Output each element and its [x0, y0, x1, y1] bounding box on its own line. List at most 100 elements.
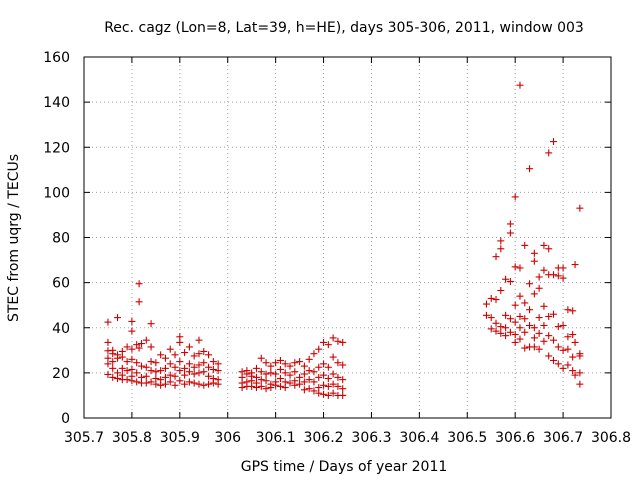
data-point [267, 369, 275, 377]
data-point [559, 321, 567, 329]
data-point [257, 368, 265, 376]
data-point [181, 380, 189, 388]
data-point [238, 384, 246, 392]
x-axis-tick-labels: 305.7 305.8 305.9 306 306.1 306.2 306.3 306.4 30… [64, 430, 631, 446]
data-point [334, 359, 342, 367]
data-point [506, 220, 514, 228]
y-tick-label: 80 [52, 231, 70, 247]
data-point [135, 280, 143, 288]
x-tick-label: 306.8 [591, 430, 631, 446]
data-point [487, 325, 495, 333]
data-point [276, 382, 284, 390]
data-point [516, 324, 524, 332]
x-tick-label: 306.3 [351, 430, 391, 446]
data-point [118, 364, 126, 372]
data-point [128, 377, 136, 385]
data-point [267, 362, 275, 370]
data-point [185, 368, 193, 376]
data-point [135, 298, 143, 306]
data-point [506, 277, 514, 285]
data-point [329, 334, 337, 342]
x-tick-label: 306.1 [256, 430, 296, 446]
data-point [123, 358, 131, 366]
data-point [511, 193, 519, 201]
data-point [171, 363, 179, 371]
data-point [576, 380, 584, 388]
data-point [497, 287, 505, 295]
x-tick-label: 306.4 [399, 430, 439, 446]
data-point [554, 323, 562, 331]
data-point [526, 165, 534, 173]
y-tick-label: 0 [61, 411, 70, 427]
axis-ticks [83, 56, 612, 419]
data-point [157, 381, 165, 389]
data-point [114, 375, 122, 383]
data-point [320, 371, 328, 379]
data-point [540, 266, 548, 274]
data-point [166, 345, 174, 353]
data-point [200, 381, 208, 389]
data-point [118, 353, 126, 361]
data-point [257, 376, 265, 384]
data-point [123, 343, 131, 351]
data-point [262, 359, 270, 367]
data-point [195, 336, 203, 344]
y-tick-label: 140 [43, 95, 70, 111]
data-point [291, 381, 299, 389]
data-point [142, 336, 150, 344]
data-point [497, 245, 505, 253]
data-point [128, 345, 136, 353]
data-points [104, 81, 584, 399]
data-point [511, 331, 519, 339]
data-point [147, 367, 155, 375]
data-point [550, 356, 558, 364]
data-point [329, 353, 337, 361]
data-point [257, 354, 265, 362]
data-point [334, 373, 342, 381]
data-point [300, 378, 308, 386]
data-point [315, 345, 323, 353]
data-point [554, 360, 562, 368]
data-point [511, 263, 519, 271]
data-point [190, 379, 198, 387]
data-point [305, 385, 313, 393]
data-point [147, 358, 155, 366]
data-point [535, 345, 543, 353]
data-point [535, 314, 543, 322]
data-point [564, 361, 572, 369]
data-point [482, 300, 490, 308]
data-point [339, 391, 347, 399]
data-point [324, 341, 332, 349]
data-point [128, 327, 136, 335]
data-point [535, 329, 543, 337]
data-point [281, 369, 289, 377]
data-point [147, 320, 155, 328]
data-point [272, 370, 280, 378]
data-point [506, 328, 514, 336]
data-point [252, 384, 260, 392]
data-point [200, 347, 208, 355]
data-point [502, 324, 510, 332]
y-tick-label: 120 [43, 140, 70, 156]
data-point [276, 365, 284, 373]
data-point [554, 343, 562, 351]
data-point [262, 385, 270, 393]
data-point [109, 373, 117, 381]
data-point [137, 362, 145, 370]
data-point [142, 379, 150, 387]
data-point [521, 344, 529, 352]
grid [84, 57, 611, 418]
data-point [516, 292, 524, 300]
data-point [521, 328, 529, 336]
data-point [516, 81, 524, 89]
data-point [305, 376, 313, 384]
data-point [185, 360, 193, 368]
data-point [559, 346, 567, 354]
data-point [497, 323, 505, 331]
data-point [492, 253, 500, 261]
data-point [310, 368, 318, 376]
data-point [209, 379, 217, 387]
data-point [511, 301, 519, 309]
data-point [540, 302, 548, 310]
data-point [281, 384, 289, 392]
